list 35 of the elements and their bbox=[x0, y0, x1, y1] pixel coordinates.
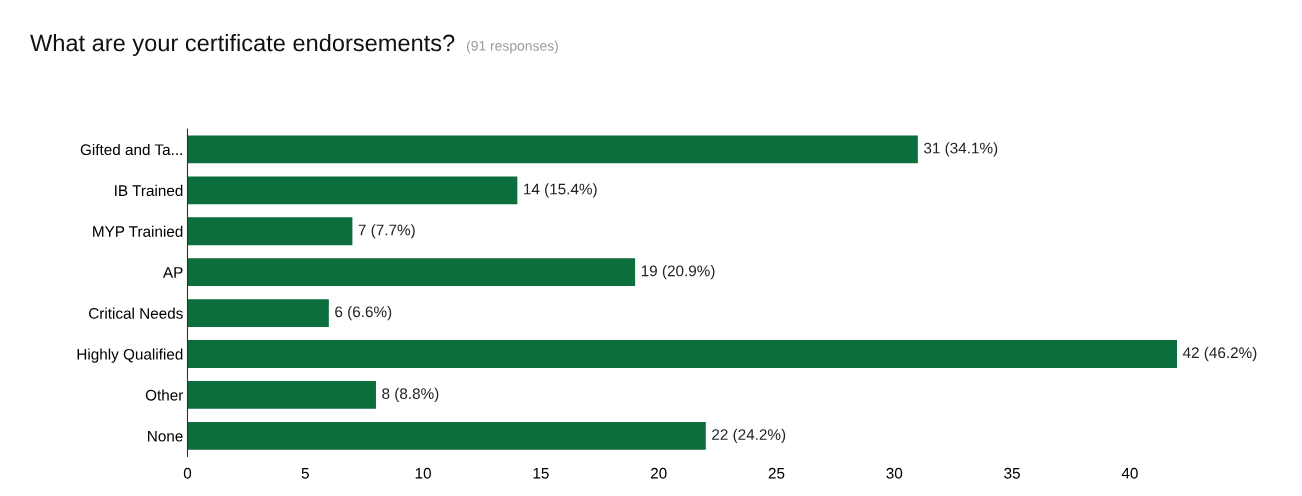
x-tick-label: 15 bbox=[533, 467, 549, 479]
data-label: 19 (20.9%) bbox=[641, 265, 715, 280]
bar bbox=[187, 421, 706, 450]
x-tick-label: 40 bbox=[1121, 467, 1138, 479]
x-tick-label: 5 bbox=[301, 467, 309, 479]
y-tick-label: Critical Needs bbox=[89, 307, 183, 319]
data-label: 42 (46.2%) bbox=[1182, 346, 1257, 362]
x-tick-label: 20 bbox=[650, 467, 667, 479]
y-tick-label: Other bbox=[145, 389, 184, 401]
x-tick-label: 25 bbox=[768, 467, 785, 479]
data-label: 6 (6.6%) bbox=[335, 305, 392, 321]
y-tick-label: AP bbox=[162, 267, 183, 278]
chart-subtitle: (91 responses) bbox=[466, 40, 558, 54]
bar bbox=[187, 258, 636, 287]
data-label: 8 (8.8%) bbox=[382, 387, 439, 403]
y-tick-label: IB Trained bbox=[115, 184, 183, 197]
bar bbox=[187, 299, 329, 328]
bar bbox=[187, 381, 376, 409]
y-tick-label: MYP Trainied bbox=[93, 225, 183, 237]
bar bbox=[187, 217, 353, 246]
y-tick-label: Highly Qualified bbox=[77, 348, 183, 363]
data-label: 7 (7.7%) bbox=[358, 224, 415, 239]
bar bbox=[187, 135, 918, 164]
data-label: 14 (15.4%) bbox=[524, 183, 597, 198]
bar bbox=[187, 340, 1178, 368]
x-tick-label: 35 bbox=[1004, 467, 1020, 479]
data-label: 22 (24.2%) bbox=[712, 428, 786, 443]
data-label: 31 (34.1%) bbox=[923, 142, 998, 157]
x-tick-label: 10 bbox=[415, 467, 431, 479]
bar bbox=[187, 176, 518, 205]
x-tick-label: 0 bbox=[183, 467, 192, 479]
x-tick-label: 30 bbox=[886, 467, 903, 479]
chart-title: What are your certificate endorsements? bbox=[30, 34, 455, 56]
y-tick-label: Gifted and Ta... bbox=[80, 143, 182, 156]
y-tick-label: None bbox=[148, 430, 183, 442]
